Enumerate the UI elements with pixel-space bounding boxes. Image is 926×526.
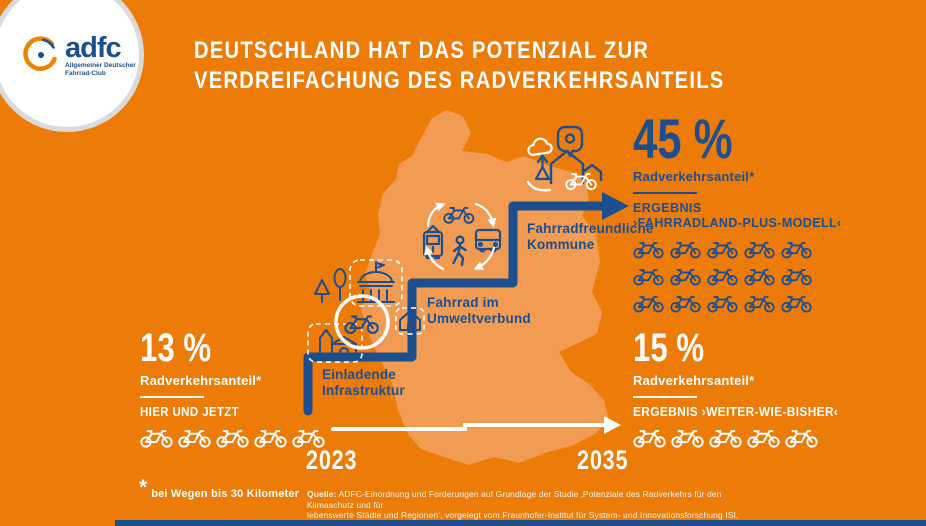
bicycle-icon bbox=[670, 239, 701, 259]
source-line1: ADFC-Einordnung und Forderungen auf Grun… bbox=[307, 489, 722, 510]
bicycle-icon bbox=[633, 239, 664, 259]
divider bbox=[140, 396, 204, 398]
stat-bau-scenario: ERGEBNIS ›WEITER-WIE-BISHER‹ bbox=[633, 405, 839, 419]
growing-tree-icon bbox=[534, 154, 551, 181]
bicycle-icon bbox=[565, 173, 597, 191]
town-houses-icon bbox=[549, 149, 603, 185]
step-label-umweltverbund: Fahrrad im Umweltverbund bbox=[427, 295, 531, 326]
location-pin-icon bbox=[556, 125, 584, 158]
footnote-asterisk: * bbox=[139, 476, 148, 499]
bike-row-bau bbox=[633, 427, 849, 448]
dashed-frame bbox=[395, 307, 425, 335]
bicycle-icon bbox=[254, 427, 287, 448]
page-title: DEUTSCHLAND HAT DAS POTENZIAL ZUR VERDRE… bbox=[194, 36, 826, 96]
bicycle-icon bbox=[781, 239, 812, 259]
stat-bau-value: 15 % bbox=[633, 326, 705, 370]
stat-plus-scenario: ERGEBNIS ›FAHRRADLAND-PLUS-MODELL‹ bbox=[633, 201, 842, 230]
bicycle-icon bbox=[707, 266, 738, 286]
logo-badge: adfc Allgemeiner Deutscher Fahrrad-Club bbox=[0, 0, 144, 132]
bicycle-icon bbox=[785, 427, 818, 448]
bicycle-friendly-town-icon bbox=[526, 125, 603, 192]
cycle-arrows bbox=[424, 202, 497, 271]
stat-plus-label: Radverkehrsanteil* bbox=[633, 169, 755, 184]
bicycle-icon bbox=[633, 293, 664, 313]
stat-now-scenario: HIER UND JETZT bbox=[140, 405, 240, 419]
highlight-circle bbox=[334, 294, 390, 350]
tram-icon bbox=[422, 224, 444, 260]
bicycle-icon bbox=[744, 239, 775, 259]
source-label: Quelle: bbox=[307, 489, 337, 499]
logo-wordmark: adfc bbox=[65, 32, 122, 64]
step-label-kommune: Fahrradfreundliche Kommune bbox=[527, 221, 654, 252]
bicycle-icon bbox=[178, 427, 211, 448]
footnote: * bei Wegen bis 30 Kilometer bbox=[139, 476, 300, 500]
eco-mobility-cycle-icon bbox=[422, 202, 502, 271]
bicycle-icon bbox=[744, 266, 775, 286]
house-icon bbox=[399, 310, 421, 331]
bicycle-icon bbox=[670, 266, 701, 286]
bicycle-icon bbox=[670, 293, 701, 313]
cloud-icon bbox=[527, 137, 553, 157]
bicycle-icon bbox=[140, 427, 173, 448]
bicycle-icon bbox=[781, 266, 812, 286]
divider bbox=[633, 192, 697, 194]
stat-now: 13 % Radverkehrsanteil* HIER UND JETZT bbox=[140, 328, 325, 448]
bicycle-icon bbox=[747, 427, 780, 448]
inviting-infrastructure-icon bbox=[307, 259, 425, 363]
pine-tree-icon bbox=[314, 279, 330, 303]
bottom-accent-bar bbox=[115, 520, 926, 526]
stat-now-value: 13 % bbox=[140, 326, 212, 370]
pedestrian-icon bbox=[452, 235, 467, 267]
step-label-infrastructure: Einladende Infrastruktur bbox=[322, 367, 405, 398]
stat-business-as-usual: 15 % Radverkehrsanteil* ERGEBNIS ›WEITER… bbox=[633, 328, 849, 448]
church-icon bbox=[319, 329, 357, 359]
bicycle-icon bbox=[633, 266, 664, 286]
bicycle-icon bbox=[781, 293, 812, 313]
bicycle-icon bbox=[709, 427, 742, 448]
title-line1: DEUTSCHLAND HAT DAS POTENZIAL ZUR bbox=[194, 37, 650, 64]
bicycle-icon bbox=[443, 207, 475, 224]
bike-grid-plus bbox=[633, 239, 819, 313]
stat-now-label: Radverkehrsanteil* bbox=[140, 373, 262, 388]
bicycle-icon bbox=[707, 293, 738, 313]
timeline-arrowhead bbox=[604, 416, 621, 434]
bus-icon bbox=[474, 228, 502, 253]
adfc-wheel-icon bbox=[23, 36, 57, 71]
bicycle-icon bbox=[671, 427, 704, 448]
timeline-start-year: 2023 bbox=[306, 445, 358, 475]
footnote-text: bei Wegen bis 30 Kilometer bbox=[151, 488, 300, 500]
logo-subtitle-line2: Fahrrad-Club bbox=[65, 70, 106, 77]
bicycle-icon bbox=[744, 293, 775, 313]
bike-row-now bbox=[140, 427, 325, 448]
stat-bau-label: Radverkehrsanteil* bbox=[633, 373, 755, 388]
town-hall-icon bbox=[357, 261, 395, 303]
path-swoosh bbox=[526, 180, 552, 192]
timeline-end-year: 2035 bbox=[577, 445, 629, 475]
tree-icon bbox=[333, 268, 347, 288]
bicycle-icon bbox=[707, 239, 738, 259]
title-line2: VERDREIFACHUNG DES RADVERKEHRSANTEILS bbox=[194, 67, 725, 94]
divider bbox=[633, 396, 697, 398]
bicycle-icon bbox=[216, 427, 249, 448]
stat-plus-model: 45 % Radverkehrsanteil* ERGEBNIS ›FAHRRA… bbox=[633, 107, 842, 313]
stat-plus-value: 45 % bbox=[633, 107, 733, 170]
logo-subtitle-line1: Allgemeiner Deutscher bbox=[65, 62, 136, 69]
